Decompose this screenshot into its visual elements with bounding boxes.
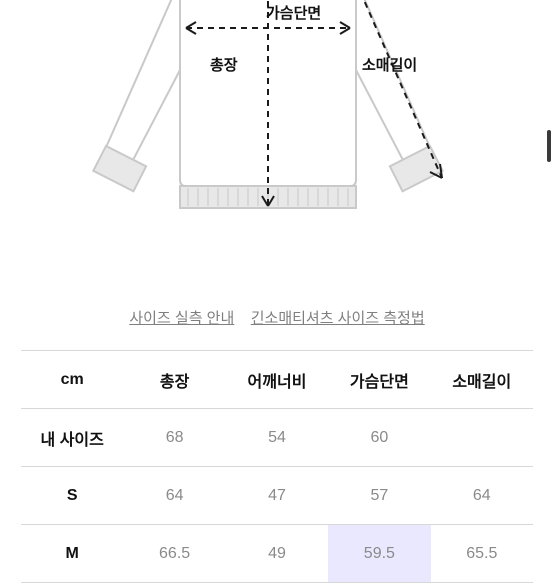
table-header-row: cm 총장 어깨너비 가슴단면 소매길이 — [21, 351, 533, 409]
row-label: 내 사이즈 — [21, 409, 123, 467]
row-label: S — [21, 467, 123, 525]
cell: 68 — [123, 409, 225, 467]
cell: 60 — [328, 409, 430, 467]
link-measure-how[interactable]: 긴소매티셔츠 사이즈 측정법 — [251, 310, 425, 327]
size-diagram: 가슴단면 총장 소매길이 — [0, 0, 554, 255]
table-row: S64475764 — [21, 467, 533, 525]
link-size-guide[interactable]: 사이즈 실측 안내 — [129, 310, 234, 327]
cell: 57 — [328, 467, 430, 525]
size-table: cm 총장 어깨너비 가슴단면 소매길이 내 사이즈685460S6447576… — [21, 350, 533, 583]
cell — [431, 409, 533, 467]
col-unit: cm — [21, 351, 123, 409]
col-sleeve: 소매길이 — [431, 351, 533, 409]
garment-svg — [0, 0, 554, 255]
cell: 64 — [123, 467, 225, 525]
col-length: 총장 — [123, 351, 225, 409]
help-links: 사이즈 실측 안내 긴소매티셔츠 사이즈 측정법 — [0, 307, 554, 328]
scrollbar-thumb[interactable] — [547, 130, 551, 162]
cell: 47 — [226, 467, 328, 525]
cell: 54 — [226, 409, 328, 467]
col-chest: 가슴단면 — [328, 351, 430, 409]
cell: 64 — [431, 467, 533, 525]
label-sleeve: 소매길이 — [362, 54, 417, 75]
label-chest: 가슴단면 — [266, 2, 321, 23]
col-shoulder: 어깨너비 — [226, 351, 328, 409]
table-row: 내 사이즈685460 — [21, 409, 533, 467]
label-length: 총장 — [210, 54, 238, 75]
